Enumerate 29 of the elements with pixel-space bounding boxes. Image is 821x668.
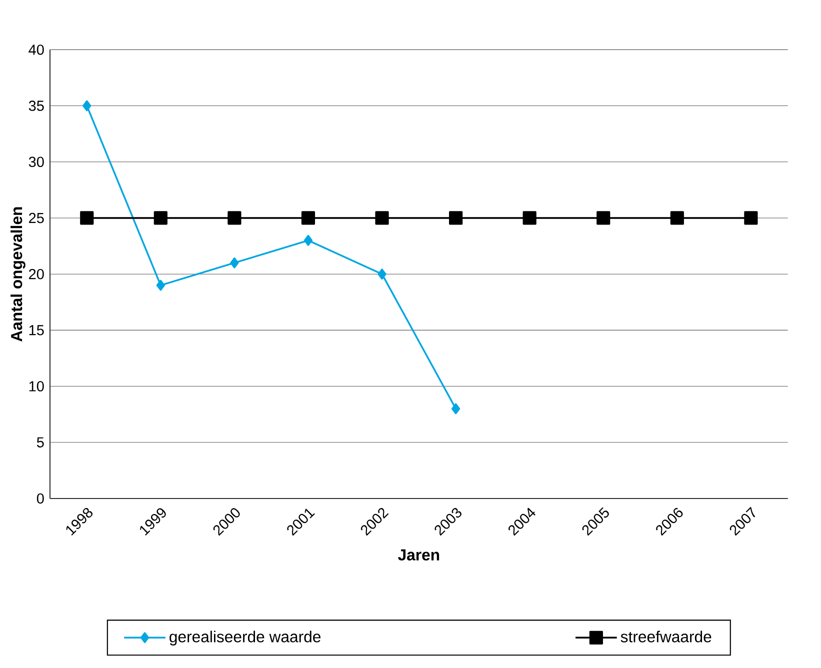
y-tick-label: 10	[29, 381, 44, 392]
y-tick-label: 35	[28, 100, 44, 111]
y-tick-label: 20	[29, 269, 44, 280]
point	[448, 211, 463, 225]
y-tick-label: 25	[29, 212, 44, 224]
point	[230, 257, 239, 268]
y-axis-title: Aantal ongevallen	[10, 207, 26, 342]
point	[301, 211, 316, 225]
point	[304, 235, 313, 246]
y-tick-label: 0	[36, 493, 44, 504]
point	[522, 211, 536, 225]
point	[378, 268, 386, 280]
point	[744, 211, 758, 225]
y-tick-label: 30	[28, 156, 44, 168]
point	[596, 211, 610, 225]
x-axis-title: Jaren	[398, 549, 440, 561]
y-tick-label: 15	[29, 325, 44, 336]
legend-label: streefwaarde	[620, 630, 712, 642]
point	[80, 211, 94, 225]
point	[375, 211, 389, 225]
point	[670, 211, 684, 225]
point	[228, 211, 242, 225]
y-tick-label: 40	[28, 44, 44, 55]
point	[82, 100, 92, 112]
legend-label: gerealiseerde waarde	[170, 630, 320, 646]
point	[154, 211, 168, 225]
point	[156, 280, 165, 291]
point	[451, 403, 460, 414]
y-tick-label: 5	[36, 437, 44, 448]
